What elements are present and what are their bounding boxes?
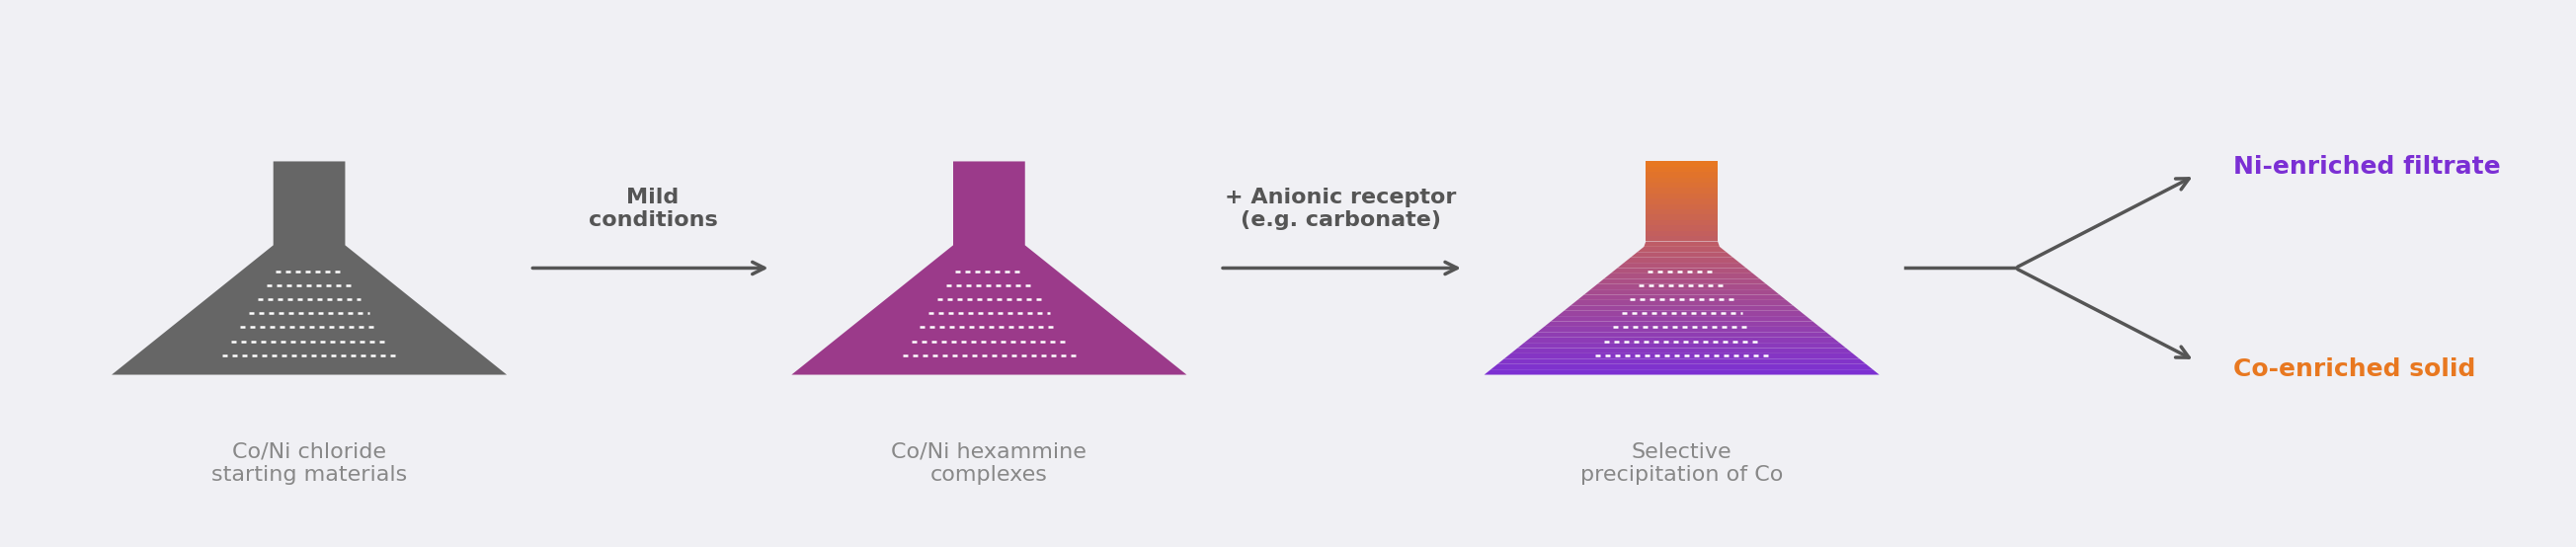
Polygon shape: [1618, 263, 1747, 268]
Polygon shape: [1497, 359, 1865, 364]
Polygon shape: [1638, 247, 1726, 252]
Polygon shape: [1646, 236, 1718, 241]
Polygon shape: [1504, 353, 1860, 359]
Polygon shape: [1530, 332, 1832, 337]
Polygon shape: [1646, 210, 1718, 215]
Polygon shape: [1577, 295, 1785, 300]
Polygon shape: [1646, 231, 1718, 236]
Polygon shape: [1646, 220, 1718, 225]
Polygon shape: [1492, 364, 1873, 369]
Polygon shape: [1571, 300, 1793, 305]
Polygon shape: [1646, 215, 1718, 220]
Polygon shape: [1643, 241, 1721, 247]
Text: Selective
precipitation of Co: Selective precipitation of Co: [1579, 442, 1783, 485]
Polygon shape: [1551, 316, 1814, 322]
Text: Mild
conditions: Mild conditions: [587, 187, 719, 230]
Polygon shape: [1646, 225, 1718, 231]
Polygon shape: [1646, 167, 1718, 172]
Text: + Anionic receptor
(e.g. carbonate): + Anionic receptor (e.g. carbonate): [1224, 187, 1455, 230]
Polygon shape: [1597, 279, 1767, 284]
Text: Co/Ni chloride
starting materials: Co/Ni chloride starting materials: [211, 442, 407, 485]
Polygon shape: [1543, 322, 1819, 327]
Polygon shape: [1592, 284, 1772, 289]
Polygon shape: [1525, 337, 1839, 343]
Polygon shape: [791, 161, 1188, 375]
Polygon shape: [1605, 274, 1759, 279]
Polygon shape: [1564, 305, 1801, 311]
Polygon shape: [1484, 369, 1880, 375]
Polygon shape: [1558, 311, 1806, 316]
Polygon shape: [1610, 268, 1752, 274]
Polygon shape: [1646, 204, 1718, 210]
Polygon shape: [1631, 252, 1734, 258]
Polygon shape: [1646, 177, 1718, 183]
Text: Co/Ni hexammine
complexes: Co/Ni hexammine complexes: [891, 442, 1087, 485]
Polygon shape: [1646, 194, 1718, 199]
Polygon shape: [1538, 327, 1826, 332]
Polygon shape: [1584, 289, 1780, 295]
Polygon shape: [1646, 199, 1718, 204]
Polygon shape: [1517, 343, 1847, 348]
Text: Ni-enriched filtrate: Ni-enriched filtrate: [2233, 155, 2501, 179]
Polygon shape: [1646, 183, 1718, 188]
Polygon shape: [111, 161, 507, 375]
Polygon shape: [1623, 258, 1739, 263]
Text: Co-enriched solid: Co-enriched solid: [2233, 357, 2476, 381]
Polygon shape: [1646, 172, 1718, 177]
Polygon shape: [1646, 188, 1718, 194]
Polygon shape: [1646, 161, 1718, 167]
Polygon shape: [1512, 348, 1852, 353]
